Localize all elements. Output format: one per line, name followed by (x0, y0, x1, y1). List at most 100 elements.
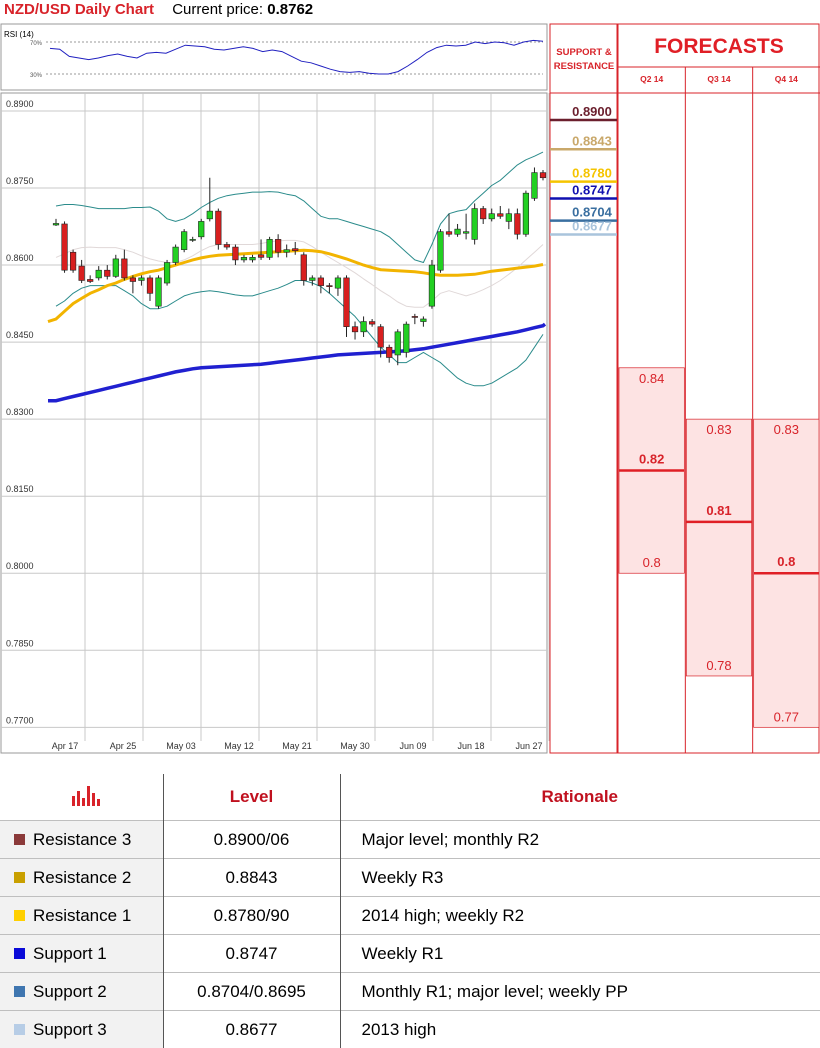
x-tick-label: Apr 17 (52, 741, 79, 751)
row-rationale: Weekly R3 (340, 859, 820, 897)
y-tick-label: 0.8450 (6, 330, 34, 340)
candle (506, 214, 512, 222)
candle (463, 232, 469, 234)
levels-table: Level Rationale Resistance 3 0.8900/06 M… (0, 774, 820, 1048)
candle (190, 239, 196, 240)
forecast-column-label: Q2 14 (640, 74, 663, 84)
levels-table-header: Level Rationale (0, 774, 820, 821)
candle (267, 239, 273, 257)
row-rationale: Monthly R1; major level; weekly PP (340, 973, 820, 1011)
forecast-median-label: 0.81 (706, 503, 731, 518)
row-name: Support 2 (33, 982, 107, 1001)
candle (216, 211, 222, 244)
sr-level-label: 0.8780 (572, 166, 612, 181)
y-tick-label: 0.8000 (6, 561, 34, 571)
candle (130, 278, 136, 282)
sr-level-label: 0.8704 (572, 205, 613, 220)
candle (122, 259, 128, 278)
candle (352, 327, 358, 332)
table-row: Support 1 0.8747 Weekly R1 (0, 935, 820, 973)
color-swatch (14, 1024, 25, 1035)
sr-level-label: 0.8747 (572, 183, 612, 198)
candle (438, 232, 444, 271)
row-name: Support 3 (33, 1020, 107, 1039)
candle (403, 324, 409, 352)
color-swatch (14, 872, 25, 883)
row-level: 0.8843 (163, 859, 340, 897)
row-rationale: 2013 high (340, 1011, 820, 1048)
candle (79, 266, 85, 280)
y-tick-label: 0.7700 (6, 715, 34, 725)
candle (412, 316, 418, 317)
candle (386, 347, 392, 357)
rationale-header: Rationale (340, 774, 820, 821)
y-tick-label: 0.8900 (6, 99, 34, 109)
candle (497, 214, 503, 217)
color-swatch (14, 986, 25, 997)
candle (164, 262, 170, 283)
row-name: Resistance 3 (33, 830, 131, 849)
x-tick-label: Jun 18 (457, 741, 484, 751)
candle (224, 245, 230, 248)
candle (233, 247, 239, 260)
nzdusd-chart: 0.89000.87500.86000.84500.83000.81500.80… (0, 0, 820, 756)
rsi-upper-label: 70% (30, 41, 43, 47)
sr-level-label: 0.8677 (572, 219, 612, 234)
candle (241, 257, 247, 260)
row-name: Resistance 2 (33, 868, 131, 887)
candle (540, 173, 546, 178)
sr-header-line2: RESISTANCE (554, 61, 615, 72)
candle (62, 224, 68, 270)
color-swatch (14, 834, 25, 845)
forecast-high-label: 0.83 (706, 422, 731, 437)
candle (318, 278, 324, 286)
candle (198, 221, 204, 236)
x-tick-label: May 12 (224, 741, 254, 751)
forecast-range-box (686, 419, 751, 676)
forecast-low-label: 0.77 (774, 709, 799, 724)
color-swatch (14, 910, 25, 921)
candle (173, 247, 179, 262)
candle (104, 270, 110, 276)
sr-header-line1: SUPPORT & (556, 47, 612, 58)
forecast-high-label: 0.84 (639, 371, 664, 386)
y-tick-label: 0.8600 (6, 253, 34, 263)
forecast-low-label: 0.8 (643, 555, 661, 570)
table-row: Support 2 0.8704/0.8695 Monthly R1; majo… (0, 973, 820, 1011)
candle (369, 322, 375, 325)
row-rationale: Major level; monthly R2 (340, 821, 820, 859)
color-swatch (14, 948, 25, 959)
candle (335, 278, 341, 288)
row-level: 0.8780/90 (163, 897, 340, 935)
candle (455, 229, 461, 234)
rsi-panel (1, 24, 547, 90)
candle (147, 278, 153, 293)
candle (489, 214, 495, 219)
row-level: 0.8677 (163, 1011, 340, 1048)
row-level: 0.8747 (163, 935, 340, 973)
rsi-lower-label: 30% (30, 73, 43, 79)
candle (429, 265, 435, 306)
candle (327, 286, 333, 287)
candle (515, 214, 521, 235)
table-row: Resistance 2 0.8843 Weekly R3 (0, 859, 820, 897)
candle (156, 278, 162, 306)
row-rationale: 2014 high; weekly R2 (340, 897, 820, 935)
candle (53, 223, 59, 225)
row-level: 0.8900/06 (163, 821, 340, 859)
x-tick-label: Apr 25 (110, 741, 137, 751)
x-tick-label: Jun 09 (399, 741, 426, 751)
candle (472, 209, 478, 240)
candle (250, 257, 256, 260)
forecast-median-label: 0.82 (639, 452, 664, 467)
x-tick-label: May 30 (340, 741, 370, 751)
candle (532, 173, 538, 199)
candle (181, 232, 187, 250)
candle (378, 327, 384, 348)
candle (70, 252, 76, 270)
x-tick-label: Jun 27 (515, 741, 542, 751)
candle (421, 319, 427, 322)
table-row: Resistance 3 0.8900/06 Major level; mont… (0, 821, 820, 859)
candle (310, 278, 316, 281)
forecast-low-label: 0.78 (706, 658, 731, 673)
